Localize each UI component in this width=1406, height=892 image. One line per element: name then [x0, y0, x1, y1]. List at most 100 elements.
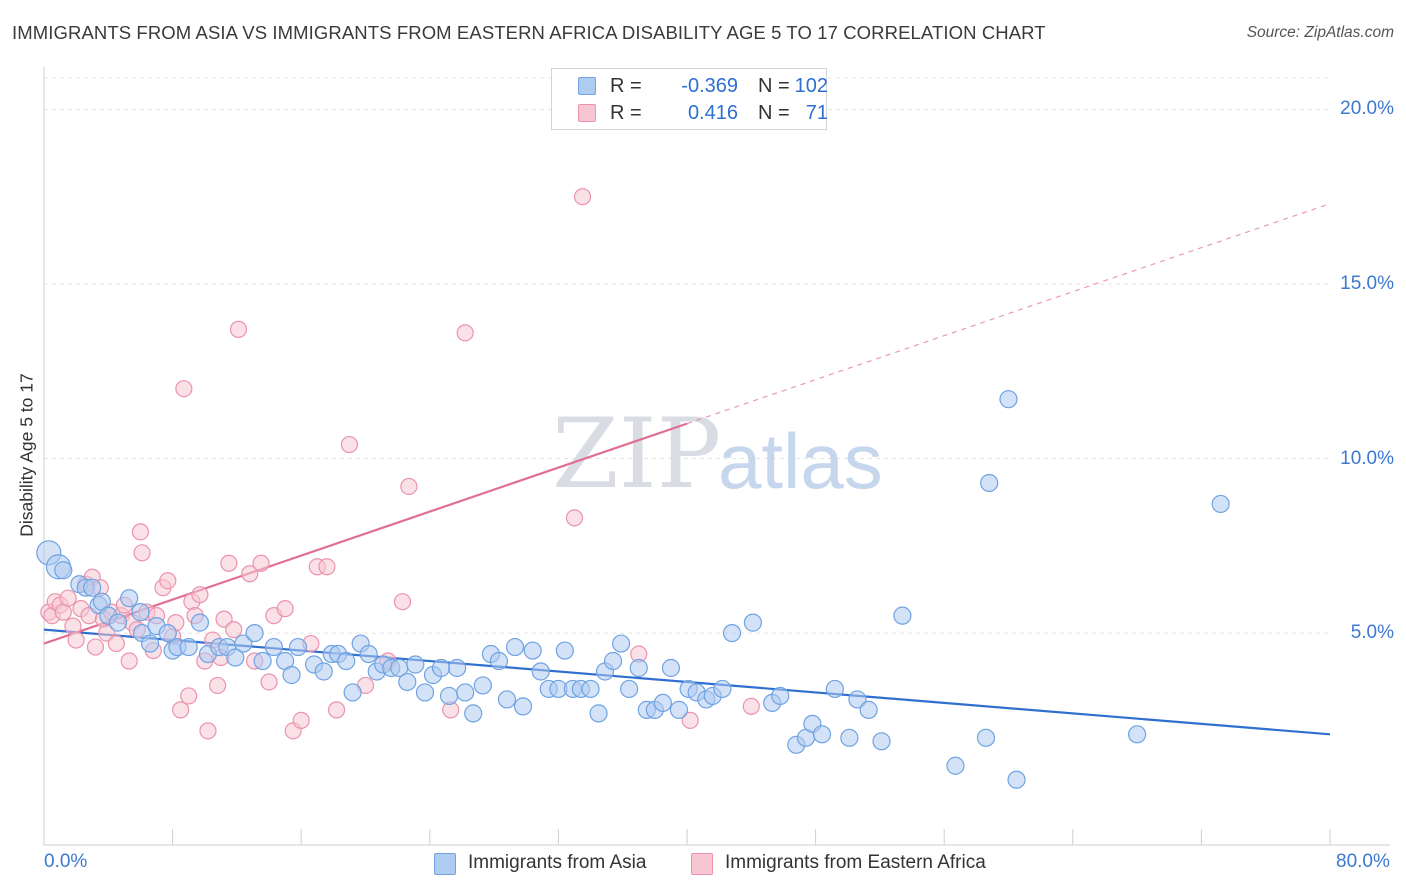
asia-point	[713, 679, 732, 699]
source-label: Source: ZipAtlas.com	[1246, 24, 1394, 41]
x-tick-min: 0.0%	[44, 851, 88, 872]
asia-point	[555, 641, 574, 660]
y-tick-label: 10.0%	[1340, 447, 1394, 469]
africa-point	[175, 380, 193, 398]
africa-point	[400, 477, 418, 496]
asia-point	[140, 634, 160, 653]
asia-point	[840, 728, 859, 747]
africa-n-value: 71	[805, 102, 828, 124]
asia-point	[343, 683, 362, 702]
watermark-atlas: atlas	[718, 417, 883, 505]
asia-point	[337, 651, 356, 671]
asia-point	[946, 756, 965, 775]
axes	[43, 67, 1390, 846]
asia-point	[431, 658, 451, 678]
y-tick-label: 5.0%	[1350, 622, 1394, 644]
asia-n-value: 102	[794, 75, 828, 97]
africa-point	[229, 320, 248, 338]
asia-point	[179, 637, 198, 657]
africa-legend-swatch	[691, 853, 713, 875]
asia-point	[108, 613, 128, 632]
asia-point	[456, 683, 475, 702]
asia-point	[439, 686, 459, 706]
africa-point	[209, 676, 227, 695]
africa-trend-extension	[686, 203, 1331, 425]
asia-point	[722, 623, 742, 643]
asia-point	[1007, 770, 1026, 789]
asia-point	[234, 634, 253, 653]
africa-r-label: R =	[610, 102, 642, 124]
africa-r-value: 0.416	[687, 102, 738, 124]
asia-point	[226, 648, 245, 667]
africa-point	[252, 554, 270, 572]
asia-point	[669, 700, 689, 719]
asia-point	[825, 679, 844, 699]
asia-point	[473, 676, 492, 695]
asia-point	[589, 704, 608, 723]
asia-r-label: R =	[610, 75, 642, 97]
asia-point	[661, 658, 681, 678]
africa-point	[742, 697, 760, 716]
asia-point	[489, 651, 509, 671]
asia-point	[314, 662, 333, 681]
asia-point	[359, 644, 378, 664]
asia-point	[581, 679, 600, 699]
asia-point	[54, 561, 73, 580]
africa-swatch	[578, 104, 596, 122]
asia-point	[497, 690, 517, 709]
africa-point	[681, 711, 699, 729]
asia-point	[406, 655, 425, 674]
asia-point	[398, 672, 417, 692]
africa-point	[64, 617, 82, 635]
asia-point	[83, 578, 102, 597]
asia-legend-label: Immigrants from Asia	[468, 852, 647, 873]
asia-r-value: -0.369	[681, 75, 738, 97]
asia-point	[131, 603, 150, 622]
africa-point	[292, 711, 310, 729]
asia-point	[531, 662, 550, 681]
africa-point	[220, 554, 238, 572]
asia-point	[513, 697, 533, 716]
africa-point	[573, 188, 592, 206]
asia-point	[1127, 725, 1147, 744]
africa-point	[59, 589, 77, 607]
asia-point	[620, 679, 639, 699]
africa-point	[327, 701, 346, 719]
asia-point	[264, 637, 283, 657]
africa-point	[107, 634, 125, 653]
x-tick-max: 80.0%	[1336, 851, 1390, 872]
asia-point	[980, 473, 999, 493]
africa-point	[241, 565, 259, 583]
asia-point	[190, 613, 210, 632]
africa-point	[276, 600, 294, 618]
africa-point	[133, 544, 151, 562]
asia-n-label: N =	[758, 75, 790, 97]
asia-point	[505, 637, 525, 657]
africa-point	[191, 586, 209, 604]
data-points	[36, 188, 1230, 789]
africa-point	[86, 638, 105, 656]
y-tick-label: 20.0%	[1340, 98, 1394, 120]
africa-point	[393, 593, 412, 611]
asia-point	[743, 613, 763, 632]
africa-point	[318, 558, 336, 576]
asia-point	[848, 690, 867, 709]
asia-point	[603, 651, 623, 671]
asia-point	[523, 641, 542, 660]
asia-point	[976, 728, 996, 747]
asia-point	[158, 623, 177, 643]
asia-point	[282, 665, 301, 685]
asia-point	[415, 683, 435, 702]
asia-point	[464, 704, 483, 723]
asia-point	[253, 651, 272, 671]
asia-point	[859, 700, 878, 719]
y-axis-label: Disability Age 5 to 17	[16, 373, 37, 537]
asia-point	[611, 634, 631, 653]
asia-point	[653, 693, 672, 713]
africa-point	[565, 509, 584, 527]
chart-title: IMMIGRANTS FROM ASIA VS IMMIGRANTS FROM …	[12, 22, 1046, 43]
asia-legend-swatch	[434, 853, 456, 875]
grid-lines	[44, 77, 1330, 634]
asia-point	[999, 390, 1018, 409]
